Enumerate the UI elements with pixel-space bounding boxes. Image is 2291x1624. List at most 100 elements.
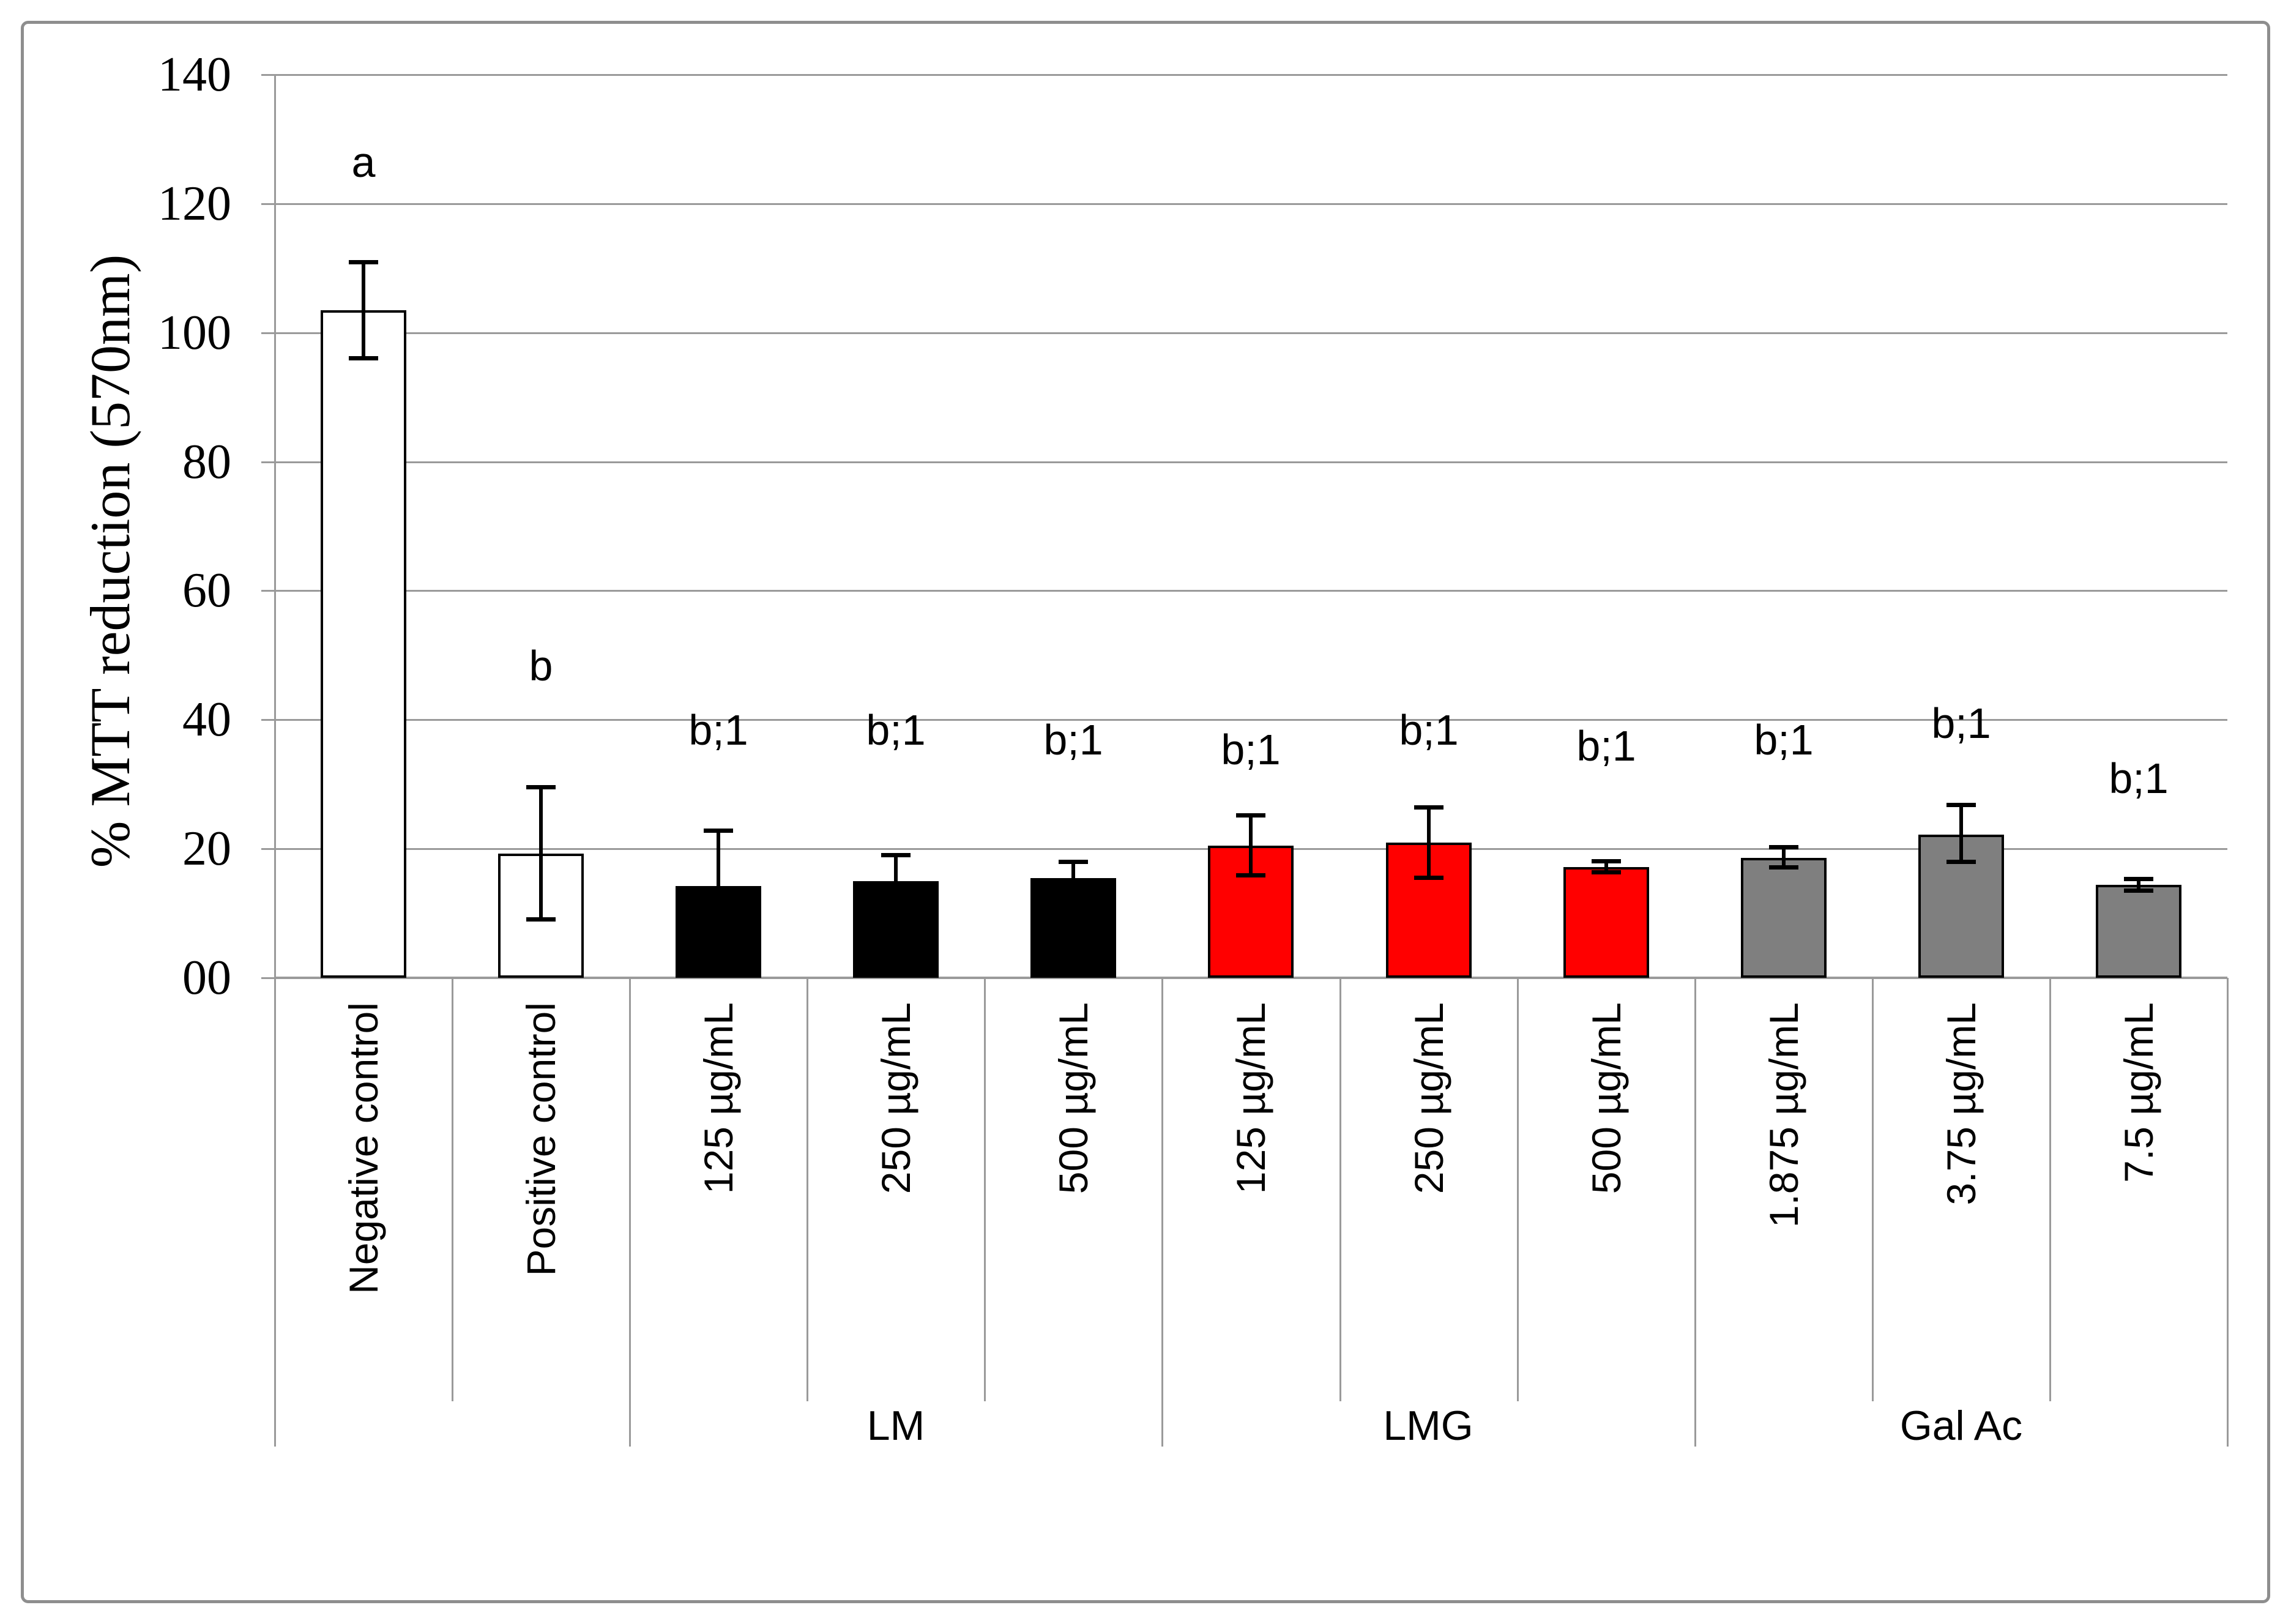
category-label: 1.875 µg/mL bbox=[1761, 1002, 1806, 1228]
category-divider-line bbox=[984, 978, 986, 1401]
error-bar-cap-bottom bbox=[1592, 870, 1621, 874]
group-boundary-line bbox=[629, 978, 631, 1447]
gridline bbox=[275, 590, 2227, 592]
significance-note: b;1 bbox=[688, 706, 748, 754]
y-axis-tick bbox=[261, 719, 275, 721]
error-bar-line bbox=[717, 830, 720, 942]
error-bar-cap-bottom bbox=[349, 356, 378, 360]
error-bar-line bbox=[1071, 862, 1075, 894]
significance-note: b bbox=[529, 642, 553, 690]
category-divider-line bbox=[2049, 978, 2051, 1401]
y-tick-label: 00 bbox=[182, 951, 231, 1005]
figure-border bbox=[21, 21, 2270, 1603]
category-label: 3.75 µg/mL bbox=[1939, 1002, 1984, 1205]
category-divider-line bbox=[1872, 978, 1874, 1401]
significance-note: b;1 bbox=[1399, 706, 1459, 754]
error-bar-cap-top bbox=[1236, 813, 1265, 818]
significance-note: b;1 bbox=[2109, 754, 2169, 802]
gridline bbox=[275, 74, 2227, 76]
category-label: 125 µg/mL bbox=[696, 1002, 741, 1194]
gridline bbox=[275, 332, 2227, 334]
y-tick-label: 20 bbox=[182, 822, 231, 876]
error-bar-line bbox=[1604, 861, 1608, 873]
category-label: Positive control bbox=[518, 1002, 564, 1276]
category-cell: 500 µg/mL bbox=[985, 978, 1162, 1401]
gridline bbox=[275, 461, 2227, 463]
category-divider-line bbox=[807, 978, 808, 1401]
error-bar-cap-bottom bbox=[2124, 888, 2153, 893]
gridline bbox=[275, 719, 2227, 721]
bar bbox=[1741, 858, 1827, 978]
group-boundary-line bbox=[1694, 978, 1696, 1447]
error-bar-line bbox=[539, 787, 543, 920]
category-divider-line bbox=[1517, 978, 1519, 1401]
y-axis-line bbox=[274, 75, 276, 1447]
category-label: 125 µg/mL bbox=[1228, 1002, 1273, 1194]
y-tick-label: 120 bbox=[158, 177, 231, 231]
category-cell: 250 µg/mL bbox=[807, 978, 985, 1401]
error-bar-line bbox=[1427, 807, 1431, 878]
category-divider-line bbox=[1339, 978, 1341, 1401]
error-bar-cap-bottom bbox=[1946, 860, 1976, 864]
error-bar-line bbox=[1249, 815, 1253, 876]
category-label: 500 µg/mL bbox=[1051, 1002, 1096, 1194]
error-bar-cap-top bbox=[704, 829, 733, 833]
group-boundary-line bbox=[2227, 978, 2229, 1447]
group-boundary-line bbox=[1161, 978, 1163, 1447]
group-label: Gal Ac bbox=[1899, 1402, 2023, 1449]
significance-note: a bbox=[351, 138, 376, 186]
gridline bbox=[275, 203, 2227, 205]
error-bar-cap-top bbox=[881, 853, 911, 857]
y-axis-tick bbox=[261, 590, 275, 592]
error-bar-cap-top bbox=[1414, 805, 1444, 810]
bar bbox=[1563, 867, 1649, 978]
significance-note: b;1 bbox=[1043, 716, 1103, 764]
category-cell: 1.875 µg/mL bbox=[1695, 978, 1872, 1401]
category-cell: 125 µg/mL bbox=[630, 978, 807, 1401]
significance-note: b;1 bbox=[1931, 699, 1991, 747]
y-tick-label: 140 bbox=[158, 48, 231, 102]
error-bar-cap-top bbox=[1592, 859, 1621, 863]
group-label: LMG bbox=[1383, 1402, 1473, 1449]
error-bar-cap-top bbox=[2124, 877, 2153, 881]
category-label: 250 µg/mL bbox=[873, 1002, 918, 1194]
error-bar-line bbox=[2137, 879, 2140, 891]
error-bar-line bbox=[362, 262, 365, 359]
error-bar-cap-bottom bbox=[704, 940, 733, 944]
category-cell: 500 µg/mL bbox=[1518, 978, 1695, 1401]
error-bar-cap-top bbox=[526, 785, 556, 789]
y-tick-label: 80 bbox=[182, 435, 231, 489]
significance-note: b;1 bbox=[1576, 722, 1636, 770]
category-cell: Positive control bbox=[452, 978, 630, 1401]
error-bar-cap-bottom bbox=[1414, 876, 1444, 880]
error-bar-cap-bottom bbox=[1236, 873, 1265, 877]
error-bar-cap-bottom bbox=[881, 905, 911, 909]
category-cell: 125 µg/mL bbox=[1162, 978, 1339, 1401]
y-tick-label: 100 bbox=[158, 306, 231, 360]
error-bar-cap-top bbox=[349, 260, 378, 264]
category-label: 500 µg/mL bbox=[1584, 1002, 1629, 1194]
error-bar-cap-top bbox=[1059, 860, 1088, 864]
bar bbox=[2096, 885, 2181, 978]
error-bar-cap-top bbox=[1946, 803, 1976, 807]
category-label: Negative control bbox=[341, 1002, 386, 1294]
category-cell: 3.75 µg/mL bbox=[1872, 978, 2050, 1401]
error-bar-line bbox=[894, 855, 898, 907]
y-axis-tick bbox=[261, 74, 275, 76]
error-bar-line bbox=[1782, 847, 1786, 868]
significance-note: b;1 bbox=[1754, 716, 1814, 764]
category-label: 250 µg/mL bbox=[1406, 1002, 1451, 1194]
significance-note: b;1 bbox=[1221, 726, 1281, 773]
significance-note: b;1 bbox=[866, 706, 926, 754]
y-axis-tick bbox=[261, 977, 275, 979]
category-cell: 7.5 µg/mL bbox=[2050, 978, 2227, 1401]
category-cell: Negative control bbox=[275, 978, 452, 1401]
error-bar-cap-top bbox=[1769, 845, 1798, 849]
x-axis-baseline bbox=[275, 977, 2227, 979]
group-label: LM bbox=[866, 1402, 925, 1449]
y-axis-tick bbox=[261, 461, 275, 463]
error-bar-cap-bottom bbox=[1769, 865, 1798, 870]
y-tick-label: 60 bbox=[182, 564, 231, 617]
y-axis-tick bbox=[261, 203, 275, 205]
